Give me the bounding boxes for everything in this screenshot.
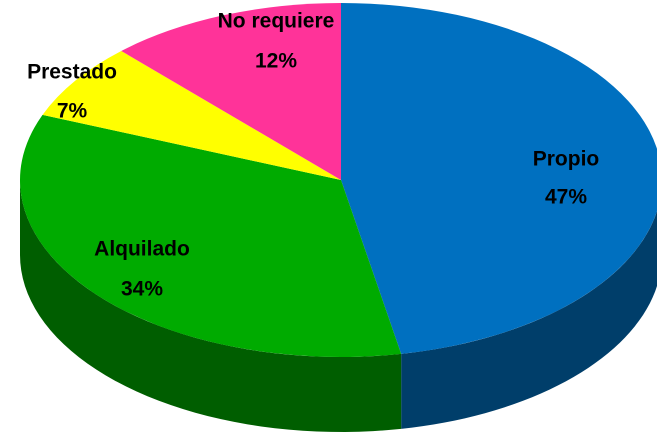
slice-value-label: 34%	[121, 278, 163, 301]
slice-value-label: 7%	[57, 100, 88, 123]
slice-value-label: 47%	[545, 186, 587, 209]
slice-label: Propio	[533, 148, 600, 171]
slice	[341, 3, 657, 354]
slice-label: No requiere	[218, 10, 335, 33]
slice	[42, 50, 341, 181]
slice	[121, 3, 341, 180]
slice-label: Alquilado	[94, 238, 190, 261]
slice-value-label: 12%	[255, 50, 297, 73]
slice-label: Prestado	[27, 61, 117, 84]
slice-side	[20, 180, 402, 432]
slice	[19, 114, 402, 358]
slice-side	[401, 211, 657, 429]
